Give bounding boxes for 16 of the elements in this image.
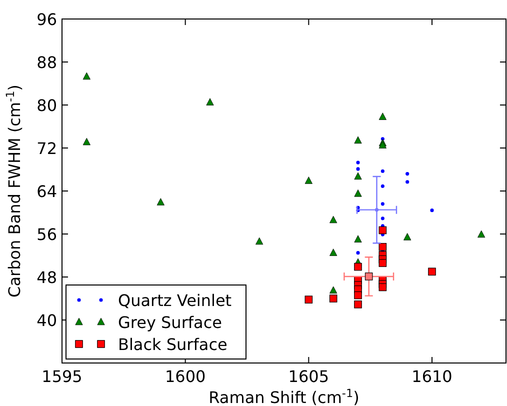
x-axis-title: Raman Shift (cm$^{-1}$) [208, 386, 360, 406]
y-tick-label: 88 [36, 53, 57, 72]
y-tick-label: 64 [36, 182, 57, 201]
y-tick-label: 80 [36, 96, 57, 115]
y-tick-label: 56 [36, 225, 57, 244]
legend-label: Grey Surface [118, 313, 222, 332]
y-tick-label: 96 [36, 10, 57, 29]
x-tick-label: 1600 [164, 367, 206, 386]
y-tick-label: 48 [36, 268, 57, 287]
x-tick-label: 1605 [288, 367, 330, 386]
y-tick-label: 72 [36, 139, 57, 158]
x-tick-label: 1610 [412, 367, 452, 386]
legend-label: Quartz Veinlet [118, 291, 232, 310]
y-tick-label: 40 [36, 311, 57, 330]
x-tick-label: 1595 [42, 367, 82, 386]
legend-label: Black Surface [118, 335, 228, 354]
